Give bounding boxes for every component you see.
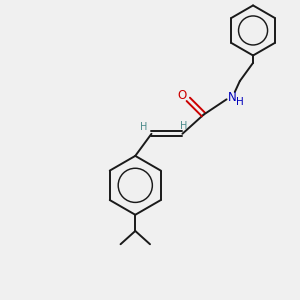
Text: H: H [236, 97, 244, 107]
Text: N: N [227, 92, 236, 104]
Text: H: H [140, 122, 147, 132]
Text: O: O [177, 89, 186, 102]
Text: H: H [180, 121, 188, 130]
